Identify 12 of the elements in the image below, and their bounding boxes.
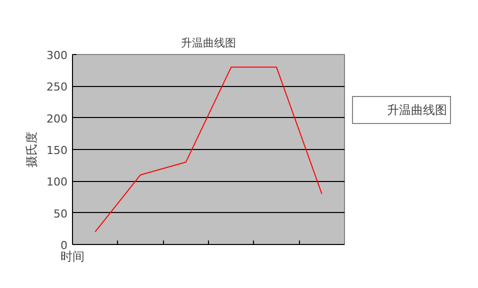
- y-tick-label: 200: [46, 112, 68, 126]
- y-tick-label: 50: [54, 207, 68, 220]
- y-axis-title: 摄氏度: [24, 132, 39, 168]
- chart-title: 升温曲线图: [181, 36, 236, 50]
- x-axis-title: 时间: [60, 250, 84, 264]
- y-tick-label: 300: [46, 49, 68, 62]
- y-tick-label: 100: [46, 176, 68, 189]
- y-tick-label: 0: [60, 239, 68, 252]
- y-tick-label: 150: [46, 144, 68, 157]
- y-tick-label: 250: [46, 80, 68, 94]
- text: 升温曲线图: [387, 102, 447, 118]
- line-series: [94, 66, 322, 232]
